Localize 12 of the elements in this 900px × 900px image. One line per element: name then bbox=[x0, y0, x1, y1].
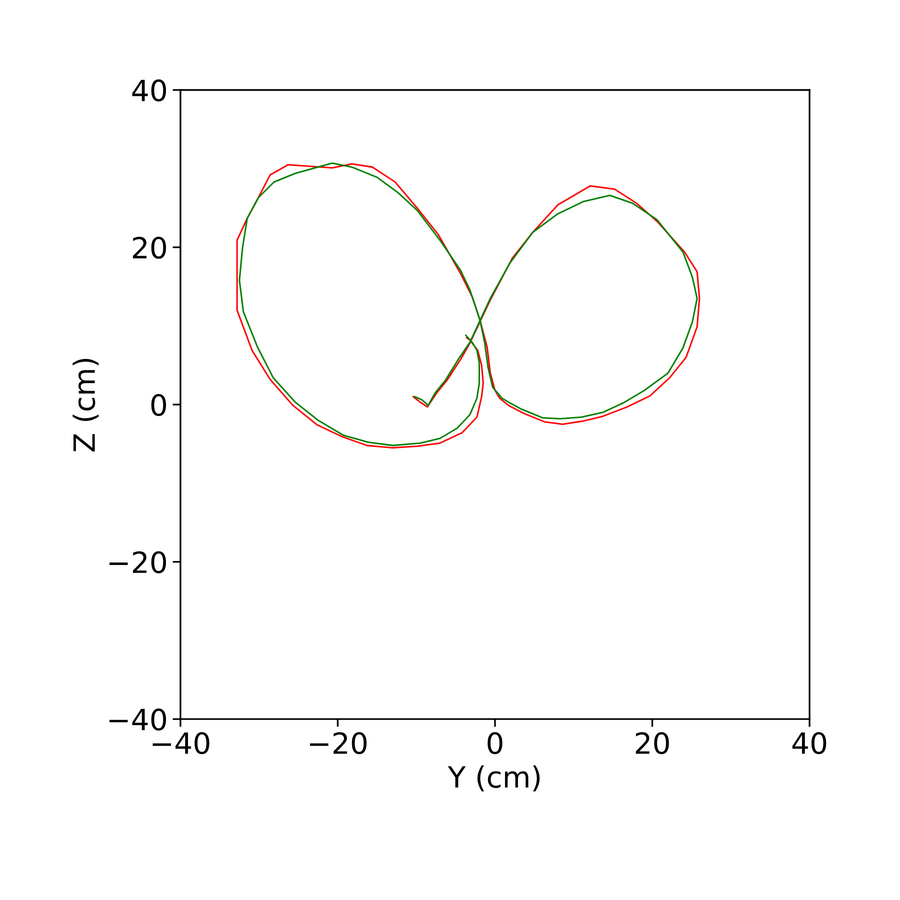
y-tick-label: 0 bbox=[151, 394, 166, 416]
x-tick-label: 0 bbox=[488, 732, 502, 754]
y-axis-title: Z (cm) bbox=[72, 358, 99, 452]
x-tick-label: −20 bbox=[310, 732, 367, 754]
x-tick-label: −40 bbox=[152, 732, 210, 754]
x-tick-label: 40 bbox=[792, 732, 826, 754]
x-axis-title: Y (cm) bbox=[448, 765, 540, 792]
y-tick-label: −20 bbox=[109, 551, 166, 574]
y-tick-label: 40 bbox=[132, 79, 166, 102]
y-tick-label: −40 bbox=[109, 708, 166, 731]
y-tick-label: 20 bbox=[132, 236, 166, 259]
x-tick-label: 20 bbox=[636, 732, 669, 754]
